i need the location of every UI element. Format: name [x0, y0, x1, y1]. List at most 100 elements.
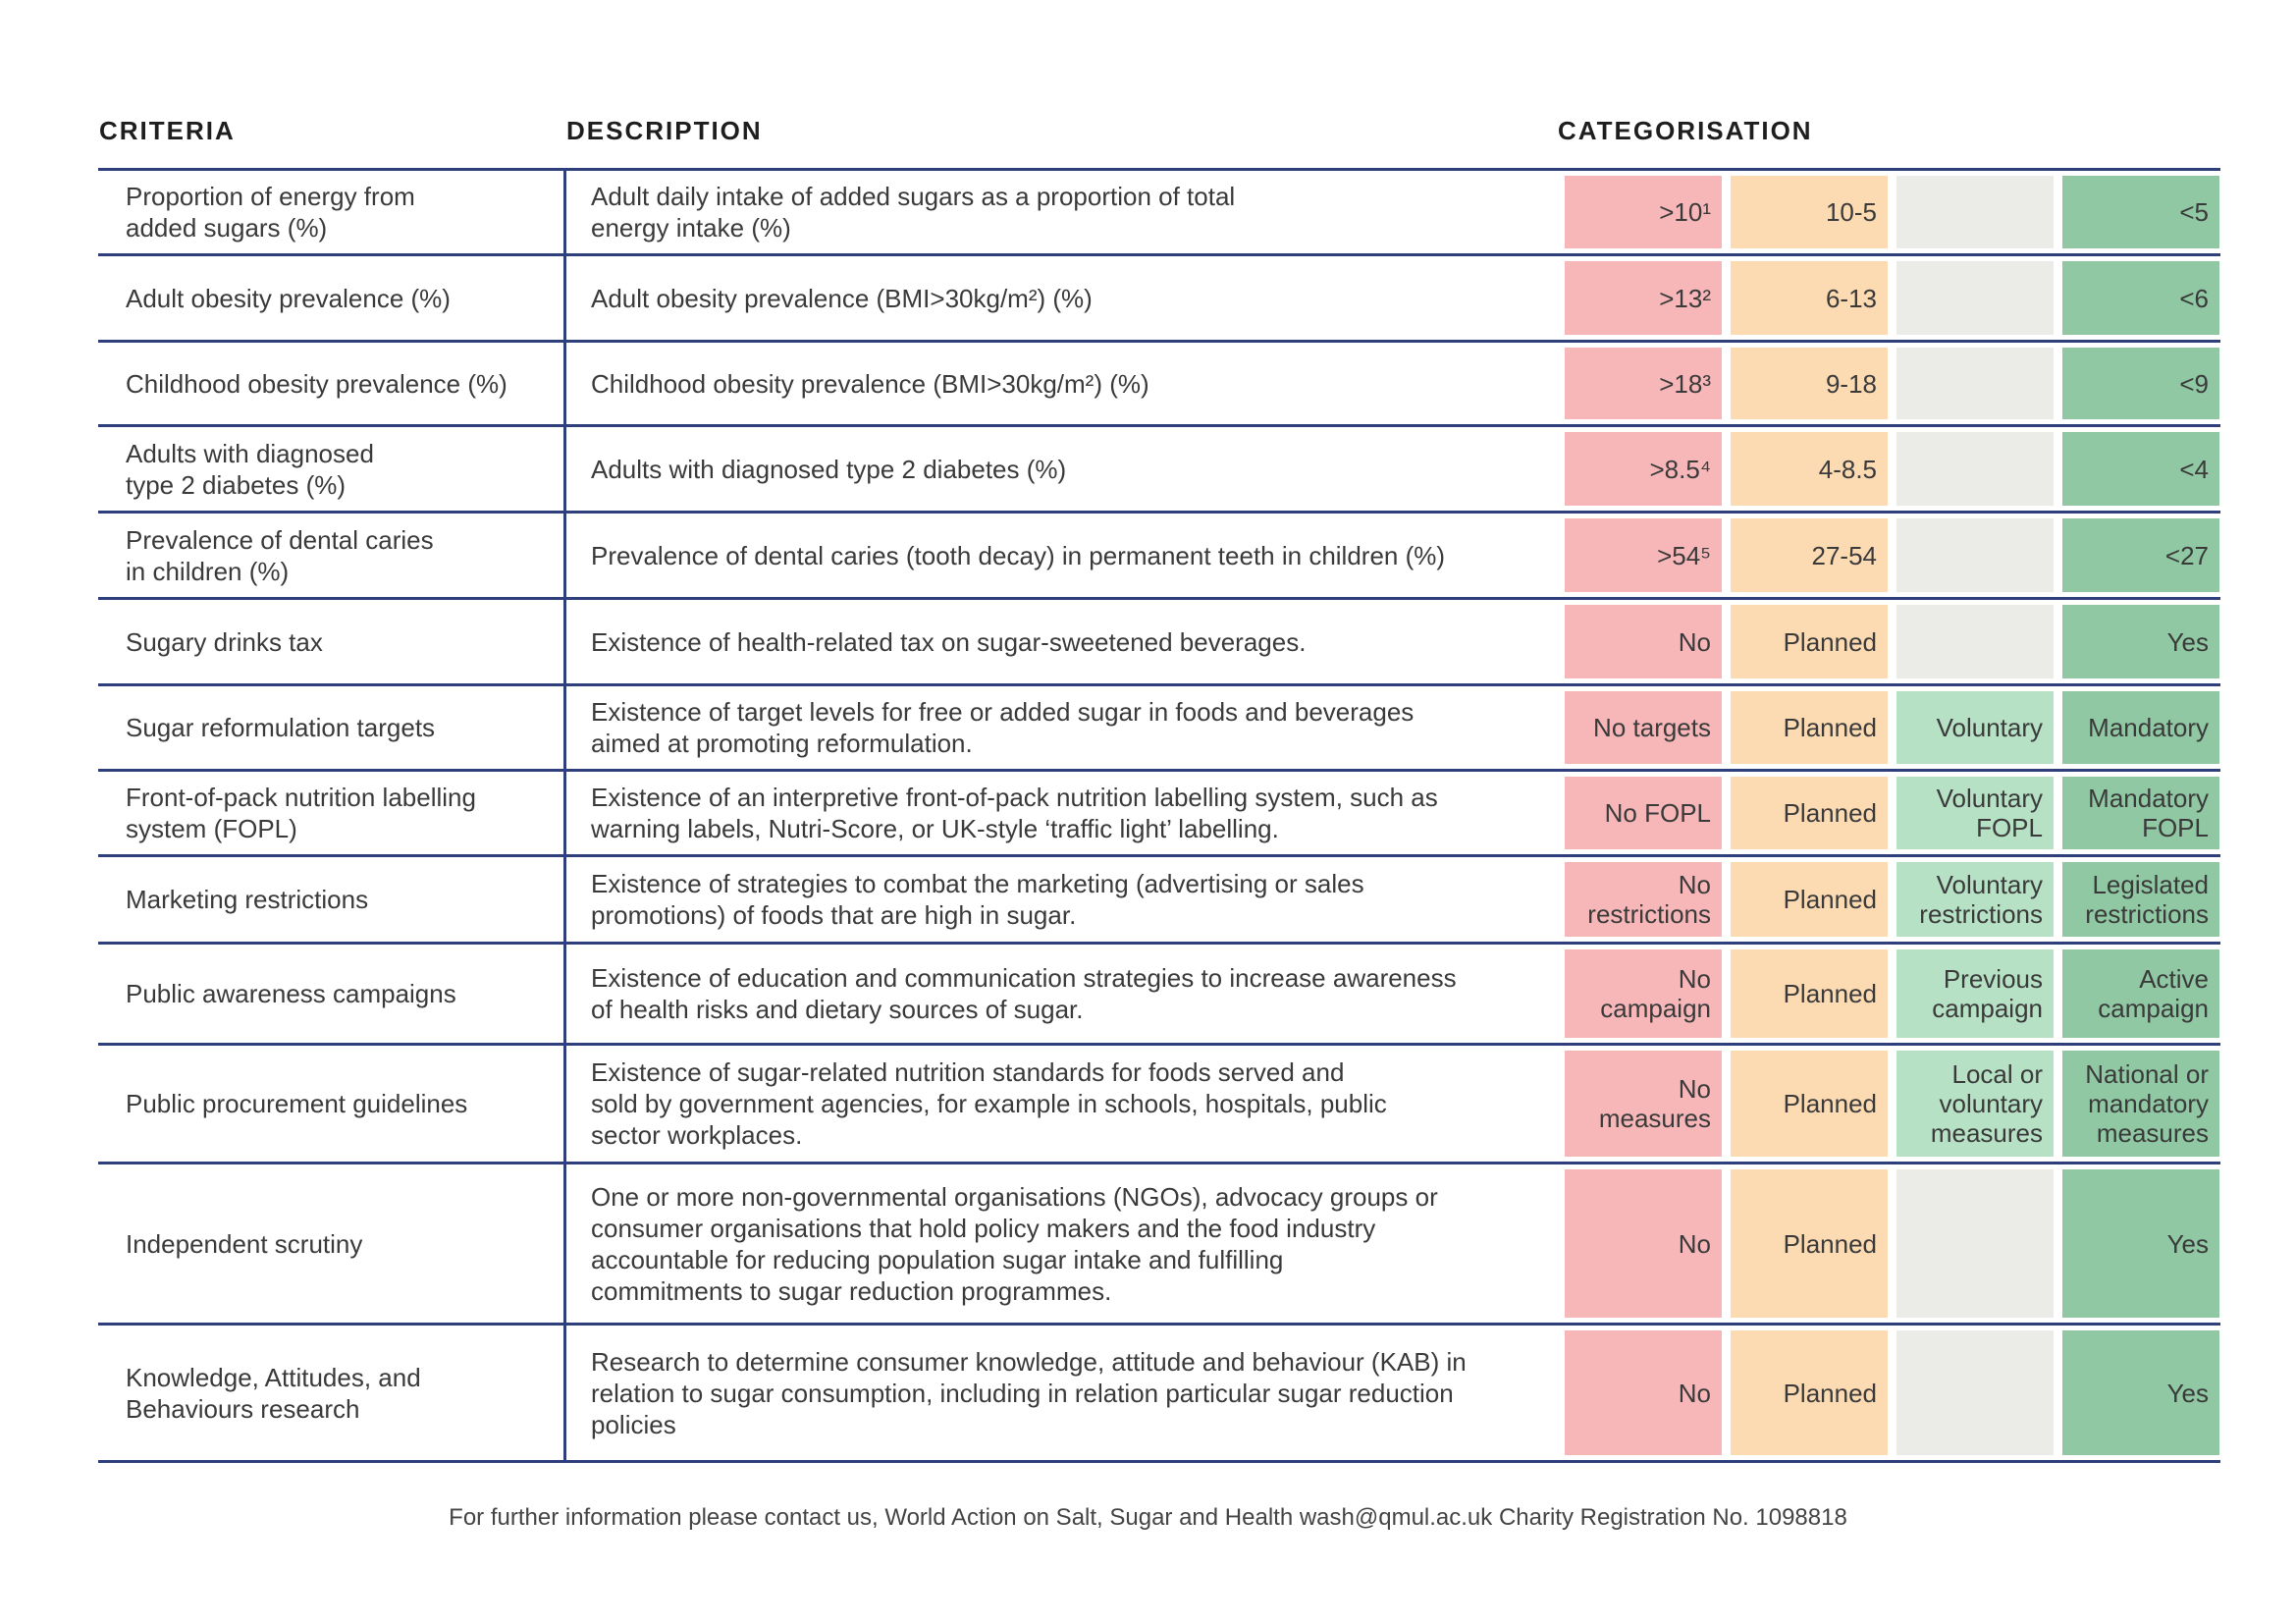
category-red: No targets — [1565, 691, 1722, 764]
category-amber: 9-18 — [1731, 348, 1888, 419]
table-row: Sugar reformulation targets Existence of… — [98, 686, 2220, 772]
category-amber: Planned — [1731, 862, 1888, 937]
table-top-rule — [98, 168, 2220, 171]
category-red: No restrictions — [1565, 862, 1722, 937]
criteria-cell: Adults with diagnosed type 2 diabetes (%… — [126, 438, 374, 500]
criteria-cell: Public awareness campaigns — [126, 979, 456, 1008]
column-divider — [563, 427, 566, 511]
criteria-table: Proportion of energy from added sugars (… — [98, 171, 2220, 1463]
criteria-cell: Childhood obesity prevalence (%) — [126, 368, 507, 399]
column-divider — [563, 171, 566, 253]
category-light-green: Local or voluntary measures — [1896, 1051, 2054, 1157]
criteria-cell: Front-of-pack nutrition labelling system… — [126, 783, 476, 843]
category-red: No FOPL — [1565, 777, 1722, 849]
table-row: Adults with diagnosed type 2 diabetes (%… — [98, 427, 2220, 514]
category-green: Yes — [2062, 605, 2219, 678]
column-divider — [563, 686, 566, 769]
category-light-green: Voluntary — [1896, 691, 2054, 764]
column-divider — [563, 343, 566, 424]
category-amber: Planned — [1731, 1051, 1888, 1157]
description-cell: Existence of strategies to combat the ma… — [591, 869, 1364, 930]
category-red: No — [1565, 605, 1722, 678]
table-row: Front-of-pack nutrition labelling system… — [98, 772, 2220, 857]
column-divider — [563, 1164, 566, 1323]
criteria-cell: Adult obesity prevalence (%) — [126, 283, 451, 313]
column-divider — [563, 1046, 566, 1162]
category-light-green: Voluntary restrictions — [1896, 862, 2054, 937]
table-row: Marketing restrictions Existence of stra… — [98, 857, 2220, 945]
description-cell: Existence of education and communication… — [591, 963, 1457, 1024]
category-green: Legislated restrictions — [2062, 862, 2219, 937]
category-green: Active campaign — [2062, 949, 2219, 1038]
category-light-green — [1896, 1169, 2054, 1318]
description-cell: Adult obesity prevalence (BMI>30kg/m²) (… — [591, 283, 1093, 313]
column-divider — [563, 945, 566, 1043]
table-row: Sugary drinks tax Existence of health-re… — [98, 600, 2220, 686]
category-light-green — [1896, 348, 2054, 419]
category-green: Mandatory — [2062, 691, 2219, 764]
description-cell: Prevalence of dental caries (tooth decay… — [591, 540, 1446, 570]
description-cell: Existence of sugar-related nutrition sta… — [591, 1057, 1387, 1150]
table-row: Public awareness campaigns Existence of … — [98, 945, 2220, 1046]
criteria-cell: Prevalence of dental caries in children … — [126, 524, 434, 586]
description-cell: Research to determine consumer knowledge… — [591, 1346, 1467, 1439]
category-red: No — [1565, 1169, 1722, 1318]
category-light-green: Previous campaign — [1896, 949, 2054, 1038]
category-light-green — [1896, 261, 2054, 335]
category-light-green: Voluntary FOPL — [1896, 777, 2054, 849]
category-amber: Planned — [1731, 949, 1888, 1038]
header-criteria: CRITERIA — [99, 116, 236, 145]
column-divider — [563, 514, 566, 597]
category-amber: 27-54 — [1731, 518, 1888, 592]
criteria-cell: Marketing restrictions — [126, 885, 369, 914]
category-amber: Planned — [1731, 605, 1888, 678]
category-green: <27 — [2062, 518, 2219, 592]
description-cell: Existence of health-related tax on sugar… — [591, 626, 1307, 657]
column-divider — [563, 256, 566, 340]
category-amber: Planned — [1731, 777, 1888, 849]
column-divider — [563, 772, 566, 854]
category-amber: 4-8.5 — [1731, 432, 1888, 506]
criteria-cell: Sugary drinks tax — [126, 626, 323, 657]
column-divider — [563, 600, 566, 683]
category-light-green — [1896, 518, 2054, 592]
category-green: Yes — [2062, 1330, 2219, 1455]
category-amber: 6-13 — [1731, 261, 1888, 335]
category-amber: Planned — [1731, 1330, 1888, 1455]
column-divider — [563, 857, 566, 942]
description-cell: Adults with diagnosed type 2 diabetes (%… — [591, 454, 1067, 484]
category-red: >13² — [1565, 261, 1722, 335]
criteria-cell: Sugar reformulation targets — [126, 713, 436, 742]
criteria-cell: Public procurement guidelines — [126, 1089, 468, 1118]
table-row: Public procurement guidelines Existence … — [98, 1046, 2220, 1164]
criteria-cell: Independent scrutiny — [126, 1228, 363, 1259]
category-light-green — [1896, 432, 2054, 506]
description-cell: Existence of target levels for free or a… — [591, 697, 1415, 758]
column-divider — [563, 1326, 566, 1460]
category-light-green — [1896, 605, 2054, 678]
header-categorisation: CATEGORISATION — [1558, 116, 1813, 145]
description-cell: Existence of an interpretive front-of-pa… — [591, 783, 1438, 843]
table-row: Childhood obesity prevalence (%) Childho… — [98, 343, 2220, 427]
category-green: <6 — [2062, 261, 2219, 335]
category-red: >54⁵ — [1565, 518, 1722, 592]
category-amber: 10-5 — [1731, 176, 1888, 248]
category-red: >10¹ — [1565, 176, 1722, 248]
category-green: Mandatory FOPL — [2062, 777, 2219, 849]
description-cell: Adult daily intake of added sugars as a … — [591, 182, 1236, 243]
category-red: No campaign — [1565, 949, 1722, 1038]
category-green: <4 — [2062, 432, 2219, 506]
category-green: <9 — [2062, 348, 2219, 419]
criteria-cell: Knowledge, Attitudes, and Behaviours res… — [126, 1362, 421, 1424]
category-red: >8.5⁴ — [1565, 432, 1722, 506]
table-row: Independent scrutiny One or more non-gov… — [98, 1164, 2220, 1326]
description-cell: One or more non-governmental organisatio… — [591, 1181, 1438, 1306]
table-row: Proportion of energy from added sugars (… — [98, 171, 2220, 256]
category-amber: Planned — [1731, 1169, 1888, 1318]
category-green: <5 — [2062, 176, 2219, 248]
footer-contact: For further information please contact u… — [449, 1504, 1847, 1531]
table-row: Knowledge, Attitudes, and Behaviours res… — [98, 1326, 2220, 1463]
category-red: >18³ — [1565, 348, 1722, 419]
table-row: Adult obesity prevalence (%) Adult obesi… — [98, 256, 2220, 343]
category-red: No — [1565, 1330, 1722, 1455]
